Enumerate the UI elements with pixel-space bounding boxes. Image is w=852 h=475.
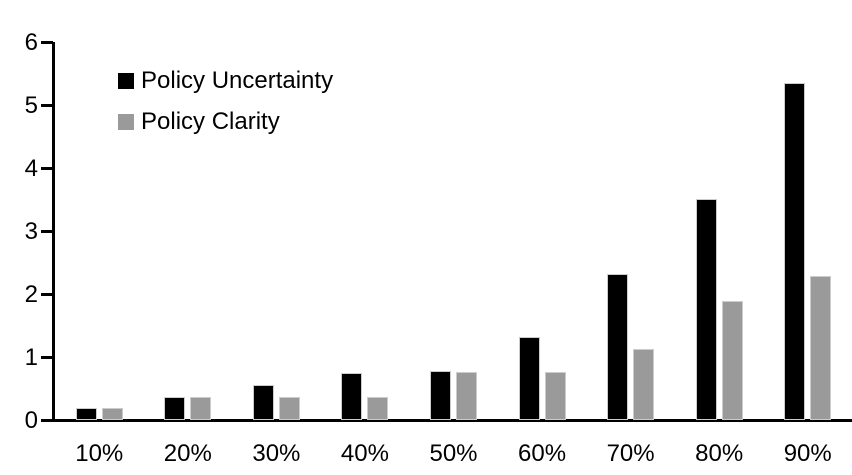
y-tick-label: 3 — [24, 217, 38, 245]
bar — [695, 198, 717, 420]
x-tick-label: 30% — [252, 440, 301, 467]
x-axis-line — [52, 419, 852, 422]
x-tick-label: 20% — [163, 440, 212, 467]
bar — [456, 371, 477, 420]
bar — [101, 407, 123, 420]
bar — [810, 275, 832, 420]
bar — [784, 83, 806, 420]
x-tick-label: 40% — [340, 440, 389, 467]
y-tick-mark — [41, 167, 53, 170]
bar — [721, 300, 743, 420]
legend-swatch-icon — [118, 72, 134, 89]
bar — [341, 372, 363, 420]
y-tick-mark — [41, 41, 53, 44]
x-tick-label: 70% — [606, 440, 655, 467]
y-tick-label: 2 — [24, 280, 38, 308]
y-axis-line — [52, 42, 55, 422]
y-tick-mark — [41, 230, 53, 233]
bar — [164, 396, 186, 420]
y-tick-mark — [41, 104, 53, 107]
y-tick-mark — [41, 419, 53, 422]
legend-label: Policy Clarity — [141, 107, 280, 135]
x-tick-label: 80% — [695, 440, 744, 467]
legend-swatch-icon — [118, 113, 134, 130]
bar — [544, 371, 566, 420]
bar — [75, 407, 97, 420]
bar — [430, 371, 451, 420]
x-tick-label: 90% — [783, 440, 832, 467]
bar — [190, 396, 212, 420]
bar — [607, 274, 629, 420]
y-tick-label: 0 — [24, 406, 38, 434]
x-tick-label: 60% — [518, 440, 567, 467]
y-tick-mark — [41, 293, 53, 296]
y-tick-label: 1 — [24, 343, 38, 371]
y-tick-label: 5 — [24, 91, 38, 119]
bar — [278, 396, 300, 420]
y-tick-label: 6 — [24, 28, 38, 56]
bar — [518, 336, 540, 420]
bar — [252, 385, 274, 420]
legend-label: Policy Uncertainty — [141, 66, 334, 94]
x-tick-label: 10% — [75, 440, 124, 467]
y-tick-mark — [41, 356, 53, 359]
y-tick-label: 4 — [24, 154, 38, 182]
x-tick-label: 50% — [429, 440, 478, 467]
bar — [367, 396, 389, 420]
legend-item: Policy Clarity — [118, 101, 333, 142]
bar — [633, 348, 655, 420]
legend: Policy Uncertainty Policy Clarity — [118, 60, 333, 142]
legend-item: Policy Uncertainty — [118, 60, 333, 101]
